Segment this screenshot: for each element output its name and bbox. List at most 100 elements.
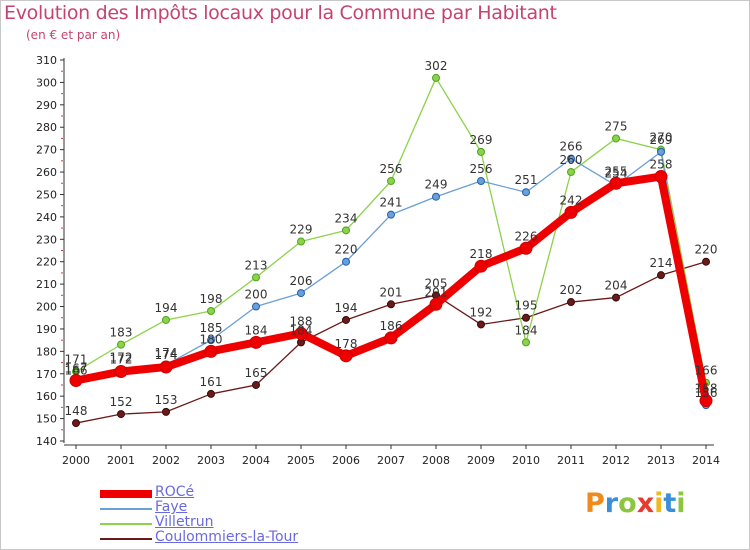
data-label: 184 (290, 323, 313, 337)
data-label: 148 (65, 404, 88, 418)
data-label: 184 (245, 323, 268, 337)
chart-axes: 1401501601701801902002102202302402502602… (36, 54, 720, 467)
x-tick-label: 2009 (467, 454, 495, 467)
data-label: 275 (605, 119, 628, 133)
data-label: 204 (605, 279, 628, 293)
data-point (477, 320, 485, 329)
logo-letter: i (654, 488, 664, 519)
x-tick-label: 2013 (647, 454, 675, 467)
data-labels: 171 183 194 198 213 229 234 256 302 269 184 260 275 2… (65, 59, 718, 418)
y-tick-label: 290 (36, 99, 57, 112)
chart-lines (69, 73, 713, 428)
data-label: 214 (650, 256, 673, 270)
data-label: 254 (605, 167, 628, 181)
data-label: 188 (290, 314, 313, 328)
data-label: 195 (515, 299, 538, 313)
data-point (339, 349, 353, 363)
data-label: 213 (245, 258, 268, 272)
y-tick-label: 250 (36, 188, 57, 201)
data-label: 202 (560, 283, 583, 297)
data-point (567, 298, 575, 307)
data-label: 229 (290, 223, 313, 237)
data-point (612, 293, 620, 302)
data-label: 241 (380, 196, 403, 210)
data-label: 266 (560, 140, 583, 154)
data-point (567, 154, 575, 163)
data-label: 174 (155, 346, 178, 360)
legend-label[interactable]: Faye (155, 499, 188, 515)
data-label: 180 (200, 332, 223, 346)
y-tick-label: 270 (36, 144, 57, 157)
data-point (699, 394, 713, 408)
x-tick-label: 2011 (557, 454, 585, 467)
legend-label[interactable]: ROCé (155, 484, 195, 500)
data-point (342, 226, 350, 235)
data-point (297, 338, 305, 347)
data-point (69, 373, 83, 387)
data-point (117, 340, 125, 349)
data-label: 201 (425, 285, 448, 299)
data-point (702, 257, 710, 266)
data-label: 206 (290, 274, 313, 288)
x-tick-label: 2003 (197, 454, 225, 467)
data-label: 226 (515, 229, 538, 243)
chart-subtitle: (en € et par an) (26, 28, 121, 42)
data-label: 183 (110, 326, 133, 340)
data-label: 192 (470, 305, 493, 319)
x-tick-label: 2008 (422, 454, 450, 467)
data-point (477, 177, 485, 186)
data-point (477, 147, 485, 156)
data-label: 166 (65, 364, 88, 378)
data-label: 172 (110, 350, 133, 364)
data-point (429, 297, 443, 311)
y-tick-label: 210 (36, 278, 57, 291)
y-tick-label: 160 (36, 390, 57, 403)
x-tick-label: 2010 (512, 454, 540, 467)
data-label: 161 (200, 375, 223, 389)
data-label: 194 (335, 301, 358, 315)
x-tick-label: 2001 (107, 454, 135, 467)
data-label: 205 (425, 276, 448, 290)
data-point (522, 338, 530, 347)
data-point (654, 170, 668, 184)
data-label: 234 (335, 211, 358, 225)
x-tick-label: 2012 (602, 454, 630, 467)
data-label: 256 (380, 162, 403, 176)
y-tick-label: 150 (36, 413, 57, 426)
data-point (159, 360, 173, 374)
y-tick-label: 200 (36, 301, 57, 314)
data-point (294, 326, 308, 340)
data-label: 270 (650, 131, 673, 145)
legend-swatch (100, 508, 152, 510)
data-point (207, 389, 215, 398)
data-label: 194 (155, 301, 178, 315)
data-point (297, 237, 305, 246)
data-label: 185 (200, 321, 223, 335)
legend-label[interactable]: Coulommiers-la-Tour (155, 529, 299, 545)
data-point (249, 335, 263, 349)
legend-swatch (100, 490, 152, 498)
data-point (432, 73, 440, 82)
data-label: 200 (245, 288, 268, 302)
data-point (342, 257, 350, 266)
x-tick-label: 2004 (242, 454, 270, 467)
data-point (117, 410, 125, 419)
y-tick-label: 280 (36, 121, 57, 134)
data-label: 171 (65, 353, 88, 367)
data-point (72, 419, 80, 428)
data-label: 258 (650, 158, 673, 172)
data-label: 153 (155, 393, 178, 407)
data-label: 269 (650, 133, 673, 147)
data-point (522, 188, 530, 197)
data-point (519, 241, 533, 255)
data-label: 152 (110, 395, 133, 409)
data-label: 218 (470, 247, 493, 261)
data-point (609, 176, 623, 190)
x-tick-label: 2006 (332, 454, 360, 467)
data-point (387, 177, 395, 186)
data-point (162, 315, 170, 324)
data-label: 165 (245, 366, 268, 380)
legend-label[interactable]: Villetrun (155, 514, 214, 530)
